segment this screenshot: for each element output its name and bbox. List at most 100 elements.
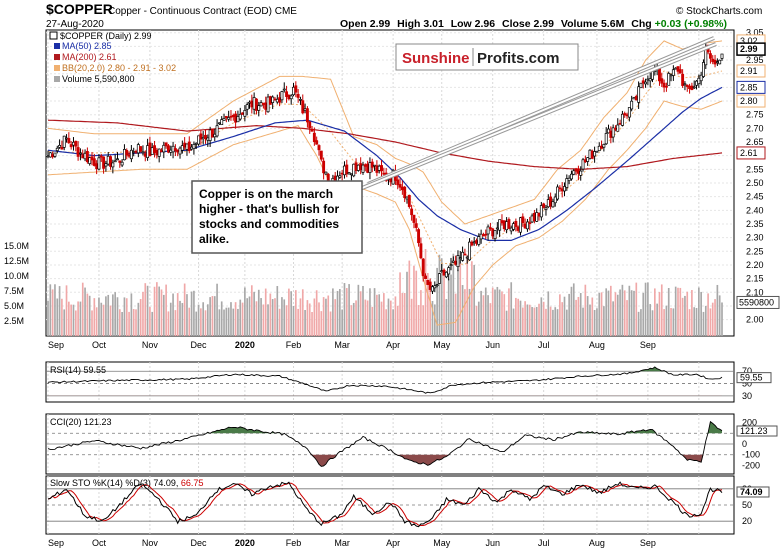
candle-body bbox=[185, 143, 189, 150]
candle-body bbox=[435, 284, 439, 287]
volume-bar bbox=[547, 291, 550, 336]
logo-brand-b: Profits.com bbox=[477, 50, 560, 67]
candle-body bbox=[419, 243, 423, 259]
candle-body bbox=[287, 94, 291, 100]
candle-body bbox=[160, 150, 163, 152]
candle-body bbox=[141, 151, 145, 154]
candle-body bbox=[567, 177, 571, 181]
candle-body bbox=[104, 163, 108, 167]
volume-bar bbox=[528, 304, 531, 336]
callout-line-3: stocks and commodities bbox=[199, 217, 339, 231]
sto-value-tag-box bbox=[736, 486, 770, 498]
candle-body bbox=[338, 175, 342, 178]
candle-body bbox=[118, 160, 122, 163]
volume-bar bbox=[100, 302, 103, 336]
volume-bar bbox=[172, 293, 174, 336]
volume-bar bbox=[68, 301, 70, 336]
cci-tick-label: -100 bbox=[742, 450, 760, 460]
candle-body bbox=[544, 207, 548, 210]
volume-bar bbox=[607, 290, 610, 336]
volume-bar bbox=[496, 286, 499, 336]
candle-body bbox=[493, 230, 497, 239]
volume-bar bbox=[325, 298, 327, 336]
volume-bar bbox=[538, 303, 540, 336]
candle-body bbox=[479, 233, 483, 240]
candle-body bbox=[213, 133, 217, 138]
candle-body bbox=[426, 279, 430, 285]
candle-body bbox=[259, 102, 263, 107]
volume-bar bbox=[211, 296, 214, 336]
volume-bar bbox=[239, 299, 242, 336]
volume-bar bbox=[691, 290, 693, 336]
volume-bar bbox=[318, 302, 320, 336]
month-label-top: Sep bbox=[640, 340, 656, 350]
volume-bar bbox=[477, 301, 480, 336]
candle-body bbox=[625, 114, 629, 117]
volume-bar bbox=[681, 297, 684, 336]
candle-body bbox=[498, 219, 502, 231]
cci-value-tag-box bbox=[736, 425, 778, 437]
volume-bar bbox=[503, 294, 506, 336]
candle-body bbox=[289, 95, 293, 100]
candle-body bbox=[275, 98, 279, 103]
volume-bar bbox=[542, 301, 545, 336]
volume-bar bbox=[142, 291, 144, 336]
volume-bar bbox=[385, 309, 387, 336]
month-label-top: Dec bbox=[191, 340, 208, 350]
volume-bar bbox=[105, 296, 107, 336]
volume-bar bbox=[332, 288, 334, 336]
candle-body bbox=[447, 267, 451, 275]
candle-body bbox=[345, 164, 349, 175]
volume-tick-label: 5.0M bbox=[4, 301, 24, 311]
candle-body bbox=[639, 82, 643, 89]
volume-bar bbox=[158, 286, 161, 336]
candle-body bbox=[377, 165, 381, 171]
candle-body bbox=[194, 142, 198, 145]
volume-bar bbox=[260, 298, 262, 336]
volume-bar bbox=[651, 310, 654, 336]
candle-body bbox=[451, 260, 455, 263]
candle-body bbox=[148, 142, 152, 157]
volume-bar bbox=[348, 284, 350, 336]
candle-body bbox=[521, 216, 525, 223]
candle-body bbox=[465, 256, 469, 259]
volume-bar bbox=[663, 309, 665, 336]
candle-body bbox=[210, 128, 214, 138]
volume-bar bbox=[56, 298, 59, 336]
month-label-top: Feb bbox=[286, 340, 302, 350]
candle-body bbox=[400, 186, 404, 191]
volume-bar bbox=[526, 304, 529, 336]
candle-body bbox=[500, 220, 504, 224]
candle-body bbox=[231, 114, 235, 118]
header-description: Copper - Continuous Contract (EOD) CME bbox=[108, 6, 297, 17]
cci-tick-label: 200 bbox=[742, 418, 757, 428]
volume-bar bbox=[281, 297, 283, 336]
volume-bar bbox=[589, 304, 591, 336]
volume-bar bbox=[424, 249, 427, 336]
candle-body bbox=[301, 100, 305, 114]
candle-body bbox=[250, 100, 254, 108]
candle-body bbox=[708, 53, 712, 59]
volume-bar bbox=[640, 309, 642, 336]
volume-bar bbox=[123, 297, 126, 336]
volume-bar bbox=[84, 287, 86, 336]
volume-bar bbox=[276, 286, 279, 336]
volume-bar bbox=[216, 283, 218, 336]
candle-body bbox=[581, 159, 585, 170]
candle-body bbox=[296, 93, 300, 98]
volume-bar bbox=[452, 253, 455, 336]
candle-body bbox=[120, 161, 124, 166]
volume-bar bbox=[549, 306, 552, 336]
volume-bar bbox=[137, 302, 140, 336]
volume-bar bbox=[343, 283, 346, 336]
volume-bar bbox=[378, 294, 381, 336]
volume-bar bbox=[204, 310, 207, 336]
candle-body bbox=[678, 69, 682, 74]
candle-body bbox=[164, 142, 168, 147]
legend-main: $COPPER (Daily) 2.99 bbox=[60, 31, 152, 41]
month-label-bottom: Apr bbox=[386, 538, 400, 548]
volume-bar bbox=[88, 295, 91, 336]
volume-bar bbox=[561, 302, 564, 336]
candle-body bbox=[461, 251, 465, 261]
